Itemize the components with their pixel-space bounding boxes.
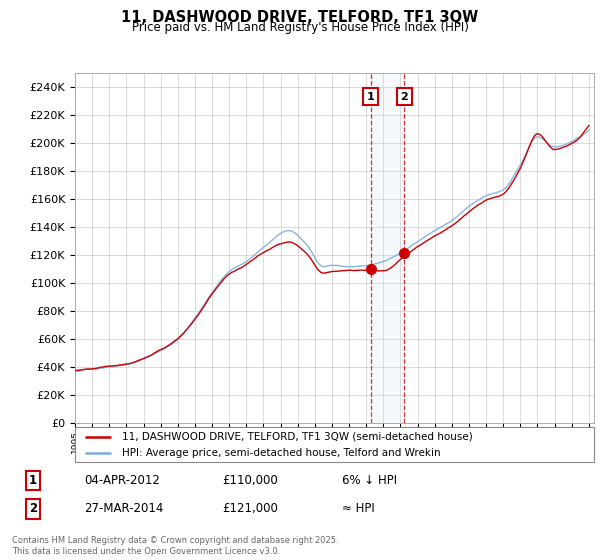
Text: 2: 2 [401, 92, 408, 101]
Text: Price paid vs. HM Land Registry's House Price Index (HPI): Price paid vs. HM Land Registry's House … [131, 21, 469, 34]
Text: ≈ HPI: ≈ HPI [342, 502, 375, 515]
Text: 11, DASHWOOD DRIVE, TELFORD, TF1 3QW (semi-detached house): 11, DASHWOOD DRIVE, TELFORD, TF1 3QW (se… [122, 432, 472, 442]
Text: 2: 2 [29, 502, 37, 515]
Text: 1: 1 [29, 474, 37, 487]
Text: 1: 1 [367, 92, 374, 101]
Text: 6% ↓ HPI: 6% ↓ HPI [342, 474, 397, 487]
Text: £121,000: £121,000 [222, 502, 278, 515]
Text: 04-APR-2012: 04-APR-2012 [84, 474, 160, 487]
Bar [371, 73, 404, 423]
Text: 11, DASHWOOD DRIVE, TELFORD, TF1 3QW: 11, DASHWOOD DRIVE, TELFORD, TF1 3QW [121, 10, 479, 25]
Text: HPI: Average price, semi-detached house, Telford and Wrekin: HPI: Average price, semi-detached house,… [122, 448, 440, 458]
Text: £110,000: £110,000 [222, 474, 278, 487]
Text: Contains HM Land Registry data © Crown copyright and database right 2025.
This d: Contains HM Land Registry data © Crown c… [12, 536, 338, 556]
Text: 27-MAR-2014: 27-MAR-2014 [84, 502, 163, 515]
